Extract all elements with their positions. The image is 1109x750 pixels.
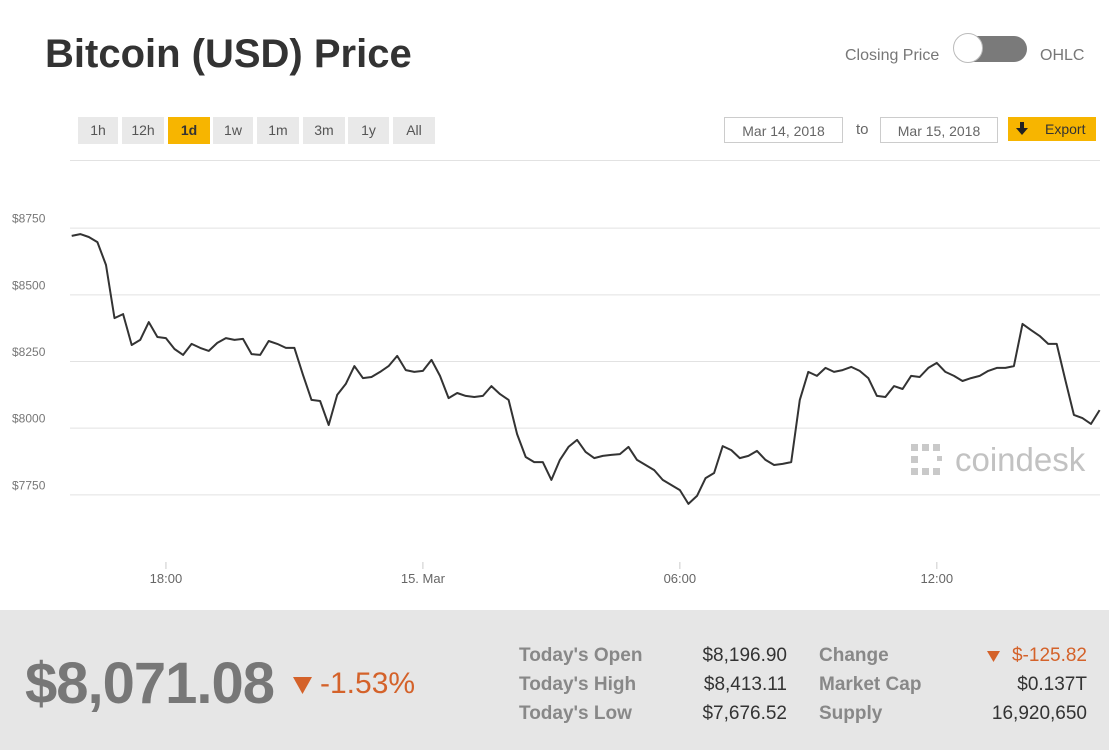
range-button[interactable]: 1w — [213, 117, 253, 144]
stat-value: $8,413.11 — [703, 674, 787, 695]
x-tick-label: 12:00 — [921, 571, 954, 586]
down-arrow — [293, 677, 312, 694]
range-button[interactable]: 1d — [168, 117, 210, 144]
stat-label: Supply — [819, 703, 883, 724]
stat-label: Market Cap — [819, 674, 922, 695]
chart: coindesk $7750 $8000 $8250 $8500 $8750 18:00 1… — [12, 160, 1101, 586]
x-tick-label: 06:00 — [664, 571, 697, 586]
date-input[interactable]: Mar 14, 2018 — [724, 117, 843, 143]
x-tick-label: 15. Mar — [401, 571, 446, 586]
y-tick-label: $8000 — [12, 412, 46, 426]
price-line — [71, 233, 1101, 505]
stat-value: $8,196.90 — [702, 645, 787, 666]
y-tick-label: $8500 — [12, 278, 46, 292]
stat-label: Today's Open — [519, 645, 643, 666]
range-button[interactable]: 12h — [122, 117, 164, 144]
export-label: Export — [1045, 121, 1086, 137]
stat-label: Today's High — [519, 674, 637, 695]
export-button[interactable]: Export — [1008, 117, 1096, 141]
range-button[interactable]: 1y — [348, 117, 389, 144]
range-button[interactable]: 3m — [303, 117, 345, 144]
watermark-logo — [911, 444, 942, 475]
range-button[interactable]: 1m — [257, 117, 299, 144]
y-tick-label: $7750 — [12, 478, 46, 492]
date-input[interactable]: Mar 15, 2018 — [880, 117, 998, 143]
stat-label: Today's Low — [519, 703, 632, 724]
summary-strip — [0, 610, 1109, 750]
x-tick-label: 18:00 — [150, 571, 183, 586]
y-tick-label: $8250 — [12, 345, 46, 359]
range-button[interactable]: 1h — [78, 117, 118, 144]
stat-value: 16,920,650 — [991, 703, 1087, 724]
toggle-label[interactable]: OHLC — [1040, 47, 1085, 64]
watermark: coindesk — [955, 441, 1086, 478]
stat-value: $0.137T — [1017, 674, 1087, 695]
stat-label: Change — [819, 645, 889, 666]
export-icon — [1016, 122, 1028, 135]
current-price: $8,071.08 — [25, 651, 275, 716]
date-separator: to — [856, 121, 869, 138]
change-percent: -1.53% — [320, 667, 416, 700]
y-tick-label: $8750 — [12, 212, 46, 226]
toggle-knob[interactable] — [953, 33, 983, 63]
page-title: Bitcoin (USD) Price — [45, 32, 412, 76]
stat-value: $7,676.52 — [702, 703, 787, 724]
down-arrow — [987, 651, 1000, 662]
toggle-label[interactable]: Closing Price — [845, 47, 940, 64]
stat-value: $-125.82 — [1011, 645, 1087, 666]
range-button[interactable]: All — [393, 117, 435, 144]
